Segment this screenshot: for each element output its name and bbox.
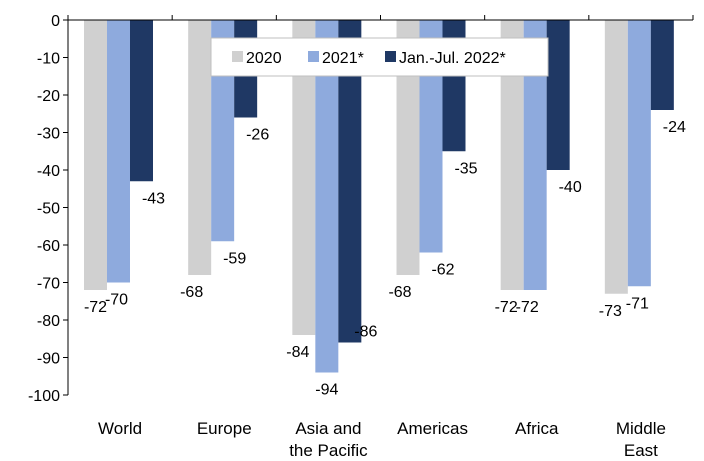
data-label-4-2: -40 (559, 179, 582, 196)
bar-0-2 (130, 20, 153, 182)
data-label-0-1: -70 (105, 292, 128, 309)
data-labels-layer: -72-70-43-68-59-26-84-94-86-68-62-35-72-… (84, 119, 686, 399)
y-tick-label-7: -70 (37, 276, 60, 293)
data-label-3-1: -62 (431, 262, 454, 279)
data-label-3-2: -35 (454, 160, 477, 177)
data-label-5-2: -24 (663, 119, 686, 136)
category-label-5: Middle East (616, 419, 666, 460)
y-tick-label-4: -40 (37, 163, 60, 180)
y-tick-label-2: -20 (37, 88, 60, 105)
legend-box (210, 37, 549, 77)
bar-4-0 (500, 20, 524, 290)
legend-swatch-0 (232, 51, 243, 62)
y-tick-label-8: -80 (37, 313, 60, 330)
legend-swatch-1 (308, 51, 319, 62)
data-label-2-0: -84 (286, 344, 309, 361)
data-label-2-1: -94 (315, 382, 338, 399)
y-tick-label-5: -50 (37, 201, 60, 218)
bar-3-1 (419, 20, 443, 253)
bar-0-0 (84, 20, 107, 290)
y-tick-label-6: -60 (37, 238, 60, 255)
bar-4-2 (546, 20, 570, 170)
data-label-4-1: -72 (516, 299, 539, 316)
bar-2-2 (338, 20, 362, 343)
y-tick-label-3: -30 (37, 126, 60, 143)
bar-4-1 (523, 20, 547, 290)
y-tick-label-10: -100 (28, 388, 60, 405)
bar-0-1 (107, 20, 130, 283)
bars-layer (84, 20, 674, 373)
bar-1-0 (188, 20, 212, 275)
data-label-3-0: -68 (388, 284, 411, 301)
category-label-4: Africa (515, 419, 559, 438)
category-label-1: Europe (197, 419, 252, 438)
y-tick-label-1: -10 (37, 51, 60, 68)
legend-label-2: Jan.-Jul. 2022* (399, 50, 506, 67)
data-label-2-2: -86 (354, 324, 377, 341)
data-label-1-2: -26 (246, 127, 269, 144)
y-axis: 0 -10 -20 -30 -40 -50 -60 -70 -80 -90 -100 (28, 13, 69, 405)
category-label-0: World (98, 419, 142, 438)
y-tick-label-0: 0 (51, 13, 60, 30)
bar-5-2 (650, 20, 674, 110)
bar-5-0 (604, 20, 628, 294)
legend-label-0: 2020 (246, 50, 282, 67)
bar-2-0 (292, 20, 316, 335)
y-tick-label-9: -90 (37, 351, 60, 368)
data-label-5-1: -71 (626, 295, 649, 312)
x-axis: World Europe Asia and the Pacific Americas Af… (67, 15, 694, 460)
category-label-3: Americas (397, 419, 468, 438)
category-label-2: Asia and the Pacific (289, 419, 368, 460)
legend-swatch-2 (385, 51, 396, 62)
data-label-0-0: -72 (84, 299, 107, 316)
bar-3-0 (396, 20, 420, 275)
data-label-5-0: -73 (599, 303, 622, 320)
data-label-1-1: -59 (223, 250, 246, 267)
legend-label-1: 2021* (322, 50, 364, 67)
data-label-0-2: -43 (142, 190, 165, 207)
bar-5-1 (627, 20, 651, 287)
bar-2-1 (315, 20, 339, 373)
legend: 2020 2021* Jan.-Jul. 2022* (210, 37, 549, 77)
data-label-4-0: -72 (495, 299, 518, 316)
data-label-1-0: -68 (180, 284, 203, 301)
